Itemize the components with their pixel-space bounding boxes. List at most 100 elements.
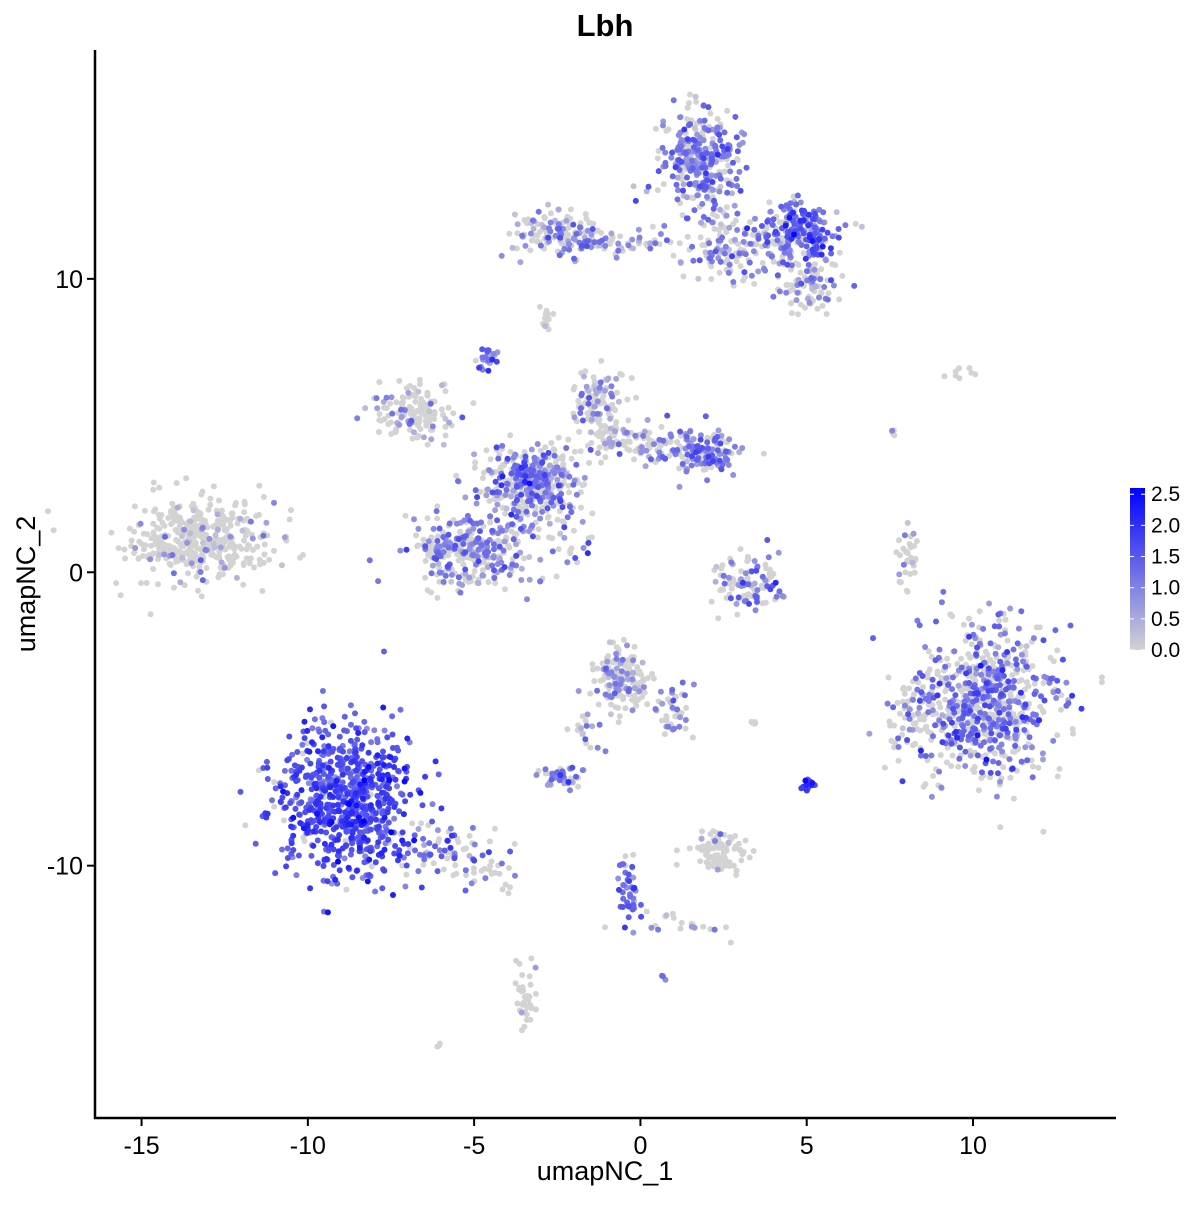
cell-point bbox=[466, 546, 473, 553]
cell-point bbox=[784, 281, 791, 288]
legend-label: 2.5 bbox=[1151, 483, 1180, 506]
cell-point bbox=[288, 507, 294, 514]
cell-point bbox=[348, 821, 355, 828]
cell-point bbox=[1005, 698, 1012, 705]
cell-point bbox=[1015, 699, 1022, 706]
cell-point bbox=[1050, 689, 1057, 696]
cell-point bbox=[415, 525, 422, 532]
cell-point bbox=[375, 785, 382, 792]
cell-point bbox=[524, 596, 530, 603]
cell-point bbox=[581, 373, 587, 380]
cell-point bbox=[545, 234, 552, 241]
cell-point bbox=[700, 214, 707, 220]
cell-point bbox=[197, 557, 204, 564]
cell-point bbox=[218, 508, 225, 514]
cell-point bbox=[746, 259, 753, 266]
cell-point bbox=[381, 727, 388, 734]
cell-point bbox=[405, 389, 412, 396]
cell-point bbox=[684, 194, 690, 201]
cell-point bbox=[955, 682, 962, 689]
cell-point bbox=[494, 489, 501, 495]
cell-point bbox=[765, 554, 772, 561]
cell-point bbox=[640, 432, 647, 439]
cell-point bbox=[387, 400, 394, 407]
cell-point bbox=[928, 653, 935, 660]
cell-point bbox=[1012, 742, 1019, 749]
cell-point bbox=[674, 447, 681, 453]
cell-point bbox=[558, 471, 565, 478]
cell-point bbox=[652, 240, 659, 247]
cell-point bbox=[345, 801, 352, 808]
cell-point bbox=[717, 221, 724, 228]
cell-point bbox=[733, 872, 740, 878]
cell-point bbox=[821, 284, 828, 290]
cell-point bbox=[630, 183, 637, 190]
cell-point bbox=[289, 751, 296, 758]
cell-point bbox=[902, 569, 909, 576]
cell-point bbox=[702, 851, 709, 858]
cell-point bbox=[698, 835, 705, 842]
cell-point bbox=[923, 723, 930, 730]
cell-point bbox=[141, 546, 147, 553]
cell-point bbox=[384, 809, 391, 816]
cell-point bbox=[355, 730, 362, 736]
cell-point bbox=[428, 436, 435, 443]
cell-point bbox=[384, 734, 391, 741]
cell-point bbox=[581, 481, 588, 488]
cell-point bbox=[498, 860, 505, 867]
cell-point bbox=[615, 247, 622, 254]
cell-point bbox=[247, 518, 254, 525]
cell-point bbox=[770, 293, 777, 300]
cell-point bbox=[979, 722, 986, 729]
cell-point bbox=[518, 565, 525, 572]
cell-point bbox=[339, 785, 345, 792]
cell-point bbox=[363, 812, 370, 819]
cell-point bbox=[305, 780, 312, 787]
cell-point bbox=[260, 494, 267, 500]
cell-point bbox=[334, 801, 341, 808]
cell-point bbox=[256, 482, 263, 489]
cell-point bbox=[602, 748, 609, 755]
cell-point bbox=[427, 851, 434, 858]
cell-point bbox=[508, 511, 515, 518]
cell-point bbox=[188, 560, 195, 567]
cell-point bbox=[490, 541, 497, 548]
cell-point bbox=[158, 539, 165, 545]
cell-point bbox=[444, 855, 451, 862]
cell-point bbox=[991, 623, 998, 630]
cell-point bbox=[380, 762, 387, 768]
cell-point bbox=[210, 483, 217, 490]
cell-point bbox=[555, 221, 562, 228]
cell-point bbox=[557, 530, 564, 537]
cell-point bbox=[271, 547, 277, 554]
cell-point bbox=[835, 226, 842, 232]
cell-point bbox=[444, 837, 451, 844]
cell-point bbox=[741, 131, 748, 138]
cell-point bbox=[809, 246, 816, 253]
cell-point bbox=[436, 578, 443, 585]
cell-point bbox=[565, 779, 572, 785]
cell-point bbox=[424, 441, 431, 448]
cell-point bbox=[773, 593, 780, 600]
cell-point bbox=[1030, 763, 1036, 770]
cell-point bbox=[945, 732, 952, 739]
cell-point bbox=[977, 662, 984, 669]
cell-point bbox=[318, 828, 325, 835]
cell-point bbox=[545, 449, 552, 456]
cell-point bbox=[1039, 750, 1046, 757]
cell-point bbox=[459, 414, 466, 421]
cell-point bbox=[242, 822, 249, 829]
cell-point bbox=[618, 668, 625, 675]
cell-point bbox=[929, 676, 936, 683]
cell-point bbox=[691, 124, 698, 131]
cell-point bbox=[774, 272, 781, 279]
cell-point bbox=[381, 814, 388, 821]
cell-point bbox=[899, 725, 906, 732]
cell-point bbox=[459, 582, 466, 588]
cell-point bbox=[516, 960, 523, 967]
cell-point bbox=[802, 304, 808, 311]
cell-point bbox=[537, 556, 544, 563]
cell-point bbox=[1098, 674, 1105, 681]
cell-point bbox=[821, 235, 828, 242]
cell-point bbox=[904, 557, 911, 564]
